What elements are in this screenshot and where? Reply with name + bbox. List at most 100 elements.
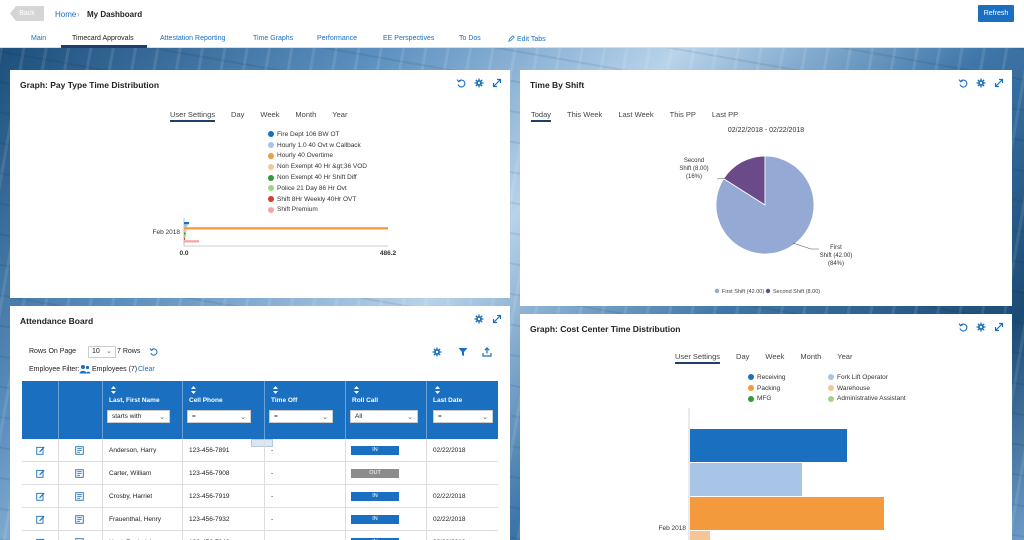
- roll-call-badge[interactable]: IN: [351, 492, 399, 501]
- legend-item-hourly-1-0-40-ovt-w-callback[interactable]: Hourly 1.0 40 Ovt w Callback: [268, 140, 367, 151]
- subtab-week[interactable]: Week: [260, 110, 280, 119]
- phone-filter-select[interactable]: = ⌄: [187, 410, 251, 423]
- edit-cell: [22, 531, 59, 540]
- edit-timecard-icon[interactable]: [36, 446, 45, 455]
- sort-icon[interactable]: [111, 386, 116, 394]
- column-roll-call[interactable]: Roll Call All ⌄: [346, 381, 427, 439]
- time-off-filter-select[interactable]: = ⌄: [269, 410, 333, 423]
- sort-icon[interactable]: [354, 386, 359, 394]
- column-header-label: Time Off: [271, 397, 298, 404]
- column-cell-phone[interactable]: Cell Phone = ⌄: [183, 381, 265, 439]
- breadcrumb-home[interactable]: Home: [55, 10, 77, 19]
- chevron-down-icon: ⌄: [407, 414, 413, 421]
- filter-value: =: [438, 413, 442, 420]
- tab-attestation-reporting[interactable]: Attestation Reporting: [160, 35, 226, 42]
- subtab-year[interactable]: Year: [837, 352, 853, 361]
- column-resize-handle[interactable]: [251, 439, 273, 447]
- expand-icon[interactable]: [492, 314, 502, 324]
- rows-on-page-select[interactable]: 10 ⌄: [88, 346, 116, 358]
- subtab-month[interactable]: Month: [800, 352, 822, 361]
- gear-icon[interactable]: [976, 78, 986, 88]
- legend-item-shift-premium[interactable]: Shift Premium: [268, 205, 367, 216]
- roll-call-badge[interactable]: IN: [351, 446, 399, 455]
- legend-item-shift-8hr-weekly-40hr-ovt[interactable]: Shift 8Hr Weekly 40Hr OVT: [268, 194, 367, 205]
- expand-icon[interactable]: [994, 322, 1004, 332]
- legend-item-mfg[interactable]: MFG: [748, 394, 828, 405]
- column-header-label: Last, First Name: [109, 397, 160, 404]
- roll-call-badge[interactable]: OUT: [351, 469, 399, 478]
- tab-ee-perspectives[interactable]: EE Perspectives: [383, 35, 435, 42]
- legend-item-fork-lift-operator[interactable]: Fork Lift Operator: [828, 372, 908, 383]
- legend-item-hourly-40-overtime[interactable]: Hourly 40 Overtime: [268, 151, 367, 162]
- edit-timecard-icon[interactable]: [36, 469, 45, 478]
- view-details-icon[interactable]: [75, 492, 84, 501]
- subtab-last-pp[interactable]: Last PP: [711, 110, 739, 119]
- legend-item-receiving[interactable]: Receiving: [748, 372, 828, 383]
- subtab-user-settings[interactable]: User Settings: [170, 110, 216, 122]
- view-details-icon[interactable]: [75, 446, 84, 455]
- view-details-icon[interactable]: [75, 515, 84, 524]
- column-last-date[interactable]: Last Date = ⌄: [427, 381, 498, 439]
- subtab-day[interactable]: Day: [231, 110, 245, 119]
- subtab-user-settings[interactable]: User Settings: [675, 352, 721, 364]
- legend-item-administrative-assistant[interactable]: Administrative Assistant: [828, 394, 908, 405]
- tab-time-graphs[interactable]: Time Graphs: [253, 35, 294, 42]
- column-name[interactable]: Last, First Name starts with ⌄: [103, 381, 183, 439]
- tab-main[interactable]: Main: [31, 35, 47, 42]
- gear-icon[interactable]: [474, 78, 484, 88]
- legend-item-fire-dept-106-bw-ot[interactable]: Fire Dept 106 BW OT: [268, 129, 367, 140]
- gear-icon[interactable]: [976, 322, 986, 332]
- subtab-day[interactable]: Day: [736, 352, 750, 361]
- export-icon[interactable]: [482, 347, 492, 357]
- tab-to-dos[interactable]: To Dos: [459, 35, 481, 42]
- last-date-filter-select[interactable]: = ⌄: [433, 410, 493, 423]
- reset-icon[interactable]: [456, 78, 466, 88]
- expand-icon[interactable]: [994, 78, 1004, 88]
- reset-icon[interactable]: [958, 322, 968, 332]
- tab-edit-tabs[interactable]: Edit Tabs: [508, 35, 546, 43]
- legend-item-packing[interactable]: Packing: [748, 383, 828, 394]
- gear-icon[interactable]: [474, 314, 484, 324]
- expand-icon[interactable]: [492, 78, 502, 88]
- settings-gear-icon[interactable]: [432, 347, 442, 357]
- clear-filter-link[interactable]: Clear: [138, 366, 155, 373]
- legend-item-police-21-day-86-hr-ovt[interactable]: Police 21 Day 86 Hr Ovt: [268, 183, 367, 194]
- filter-icon[interactable]: [458, 347, 468, 357]
- roll-call-filter-select[interactable]: All ⌄: [350, 410, 418, 423]
- reset-icon[interactable]: [958, 78, 968, 88]
- back-button[interactable]: Back: [10, 6, 44, 21]
- name-cell: Anderson, Harry: [103, 439, 183, 462]
- subtab-year[interactable]: Year: [332, 110, 348, 119]
- edit-timecard-icon[interactable]: [36, 492, 45, 501]
- refresh-button[interactable]: Refresh: [978, 5, 1014, 22]
- view-details-icon[interactable]: [75, 469, 84, 478]
- refresh-icon[interactable]: [149, 347, 158, 356]
- column-time-off[interactable]: Time Off = ⌄: [265, 381, 346, 439]
- sort-icon[interactable]: [273, 386, 278, 394]
- legend-item-non-exempt-40-hr-gt36-vod[interactable]: Non Exempt 40 Hr &gt;36 VOD: [268, 161, 367, 172]
- shift-pie-chart: First Shift (42.00) (84%) Second Shift (8.00…: [679, 155, 852, 295]
- subtab-this-pp[interactable]: This PP: [669, 110, 696, 119]
- subtab-this-week[interactable]: This Week: [567, 110, 603, 119]
- tab-timecard-approvals[interactable]: Timecard Approvals: [72, 35, 134, 42]
- legend-item-non-exempt-40-hr-shift-diff[interactable]: Non Exempt 40 Hr Shift Diff: [268, 172, 367, 183]
- tab-performance[interactable]: Performance: [317, 35, 358, 42]
- view-details-icon[interactable]: [75, 538, 84, 540]
- subtab-month[interactable]: Month: [295, 110, 317, 119]
- table-row[interactable]: Crosby, Harriet 123-456-7919- 02/22/2018 IN: [22, 485, 498, 508]
- sort-icon[interactable]: [191, 386, 196, 394]
- subtab-last-week[interactable]: Last Week: [618, 110, 654, 119]
- subtab-today[interactable]: Today: [531, 110, 552, 122]
- table-row[interactable]: Carter, William 123-456-7908- OUT: [22, 462, 498, 485]
- subtab-week[interactable]: Week: [765, 352, 785, 361]
- edit-timecard-icon[interactable]: [36, 515, 45, 524]
- column-header-label: Cell Phone: [189, 397, 223, 404]
- legend-item-warehouse[interactable]: Warehouse: [828, 383, 908, 394]
- roll-call-badge[interactable]: IN: [351, 515, 399, 524]
- table-row[interactable]: Anderson, Harry 123-456-7891- 02/22/2018 IN: [22, 439, 498, 462]
- name-filter-select[interactable]: starts with ⌄: [107, 410, 170, 423]
- table-row[interactable]: Frauenthal, Henry 123-456-7932- 02/22/2018…: [22, 508, 498, 531]
- employee-filter-value[interactable]: Employees (7): [92, 366, 138, 373]
- sort-icon[interactable]: [435, 386, 440, 394]
